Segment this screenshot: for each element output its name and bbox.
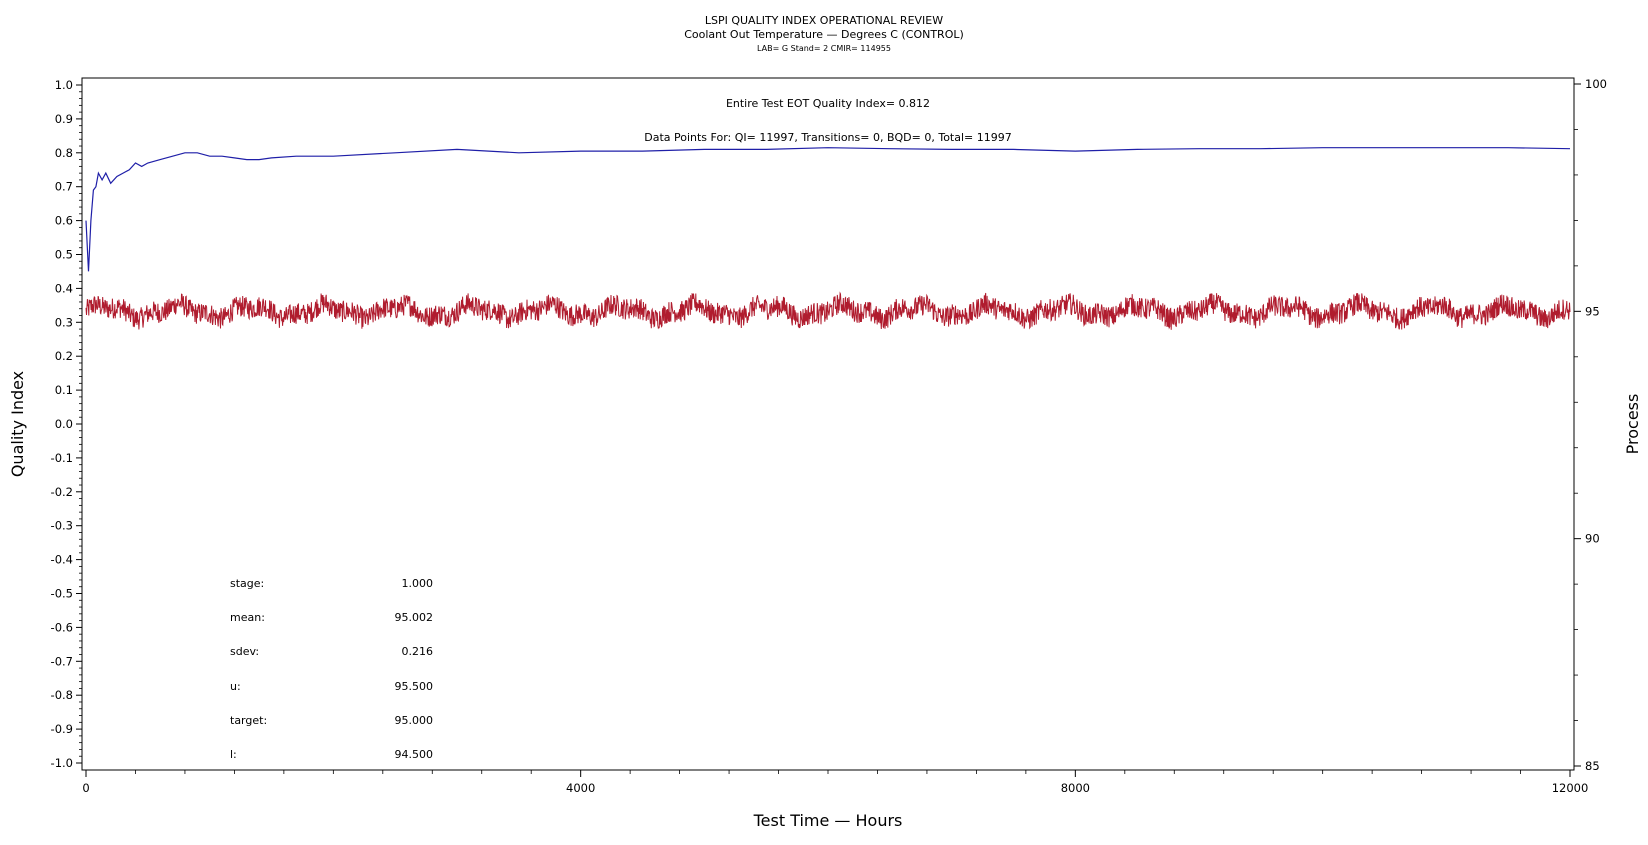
- chart-subtitle: Coolant Out Temperature — Degrees C (CON…: [684, 28, 964, 41]
- right-axis-ticks: 100 95 90 85: [1574, 77, 1607, 773]
- left-tick-label: -0.5: [51, 587, 73, 601]
- data-points-annotation: Data Points For: QI= 11997, Transitions=…: [644, 131, 1012, 144]
- stats-block: stage: 1.000 mean: 95.002 sdev: 0.216 u: 95.500…: [230, 577, 433, 761]
- quality-index-line: [85, 147, 1571, 272]
- left-tick-label: -0.4: [51, 553, 73, 567]
- process-line: [85, 291, 1571, 330]
- stat-label: u:: [230, 680, 241, 693]
- y-axis-left-label: Quality Index: [8, 371, 27, 477]
- x-tick-label: 4000: [566, 781, 595, 795]
- left-tick-label: 0.5: [55, 248, 73, 262]
- left-tick-label: -0.8: [51, 688, 73, 702]
- process-series: [85, 291, 1571, 330]
- left-axis-ticks: 1.0 0.9 0.8 0.7 0.6 0.5 0.4 0.3 0.2 0.1 0.0 -0.1 -0.…: [51, 78, 82, 770]
- quality-index-annotation: Entire Test EOT Quality Index= 0.812: [726, 97, 930, 110]
- stat-value: 95.002: [395, 611, 434, 624]
- right-tick-label: 85: [1585, 759, 1600, 773]
- left-tick-label: -0.9: [51, 722, 73, 736]
- x-axis-ticks: 0 4000 8000 12000: [82, 770, 1588, 795]
- left-tick-label: 0.2: [55, 349, 73, 363]
- left-tick-label: 0.4: [55, 281, 73, 295]
- x-tick-label: 0: [82, 781, 89, 795]
- stat-value: 0.216: [402, 645, 434, 658]
- left-tick-label: -0.7: [51, 654, 73, 668]
- left-tick-label: -1.0: [51, 756, 73, 770]
- right-tick-label: 100: [1585, 77, 1607, 91]
- left-tick-label: -0.2: [51, 485, 73, 499]
- left-tick-label: 0.9: [55, 112, 73, 126]
- plot-frame: [81, 77, 1575, 771]
- left-tick-label: -0.6: [51, 620, 73, 634]
- left-tick-label: 0.3: [55, 315, 73, 329]
- left-tick-label: 0.0: [55, 417, 73, 431]
- stat-value: 1.000: [402, 577, 434, 590]
- left-tick-label: -0.3: [51, 519, 73, 533]
- stat-label: stage:: [230, 577, 264, 590]
- right-tick-label: 90: [1585, 532, 1600, 546]
- left-tick-label: 0.7: [55, 180, 73, 194]
- left-tick-label: 0.6: [55, 214, 73, 228]
- left-tick-label: 0.8: [55, 146, 73, 160]
- chart-subtitle-lab: LAB= G Stand= 2 CMIR= 114955: [757, 44, 891, 53]
- right-tick-label: 95: [1585, 304, 1600, 318]
- left-tick-label: 0.1: [55, 383, 73, 397]
- chart-title: LSPI QUALITY INDEX OPERATIONAL REVIEW: [705, 14, 943, 27]
- x-axis-label: Test Time — Hours: [753, 811, 903, 830]
- stat-value: 95.500: [395, 680, 434, 693]
- left-tick-label: -0.1: [51, 451, 73, 465]
- stat-label: mean:: [230, 611, 265, 624]
- stat-label: sdev:: [230, 645, 259, 658]
- quality-index-series: [85, 147, 1571, 272]
- stat-label: l:: [230, 748, 237, 761]
- y-axis-right-label: Process: [1623, 394, 1642, 455]
- stat-value: 95.000: [395, 714, 434, 727]
- x-tick-label: 8000: [1061, 781, 1090, 795]
- stat-value: 94.500: [395, 748, 434, 761]
- x-tick-label: 12000: [1552, 781, 1589, 795]
- stat-label: target:: [230, 714, 267, 727]
- left-tick-label: 1.0: [55, 78, 73, 92]
